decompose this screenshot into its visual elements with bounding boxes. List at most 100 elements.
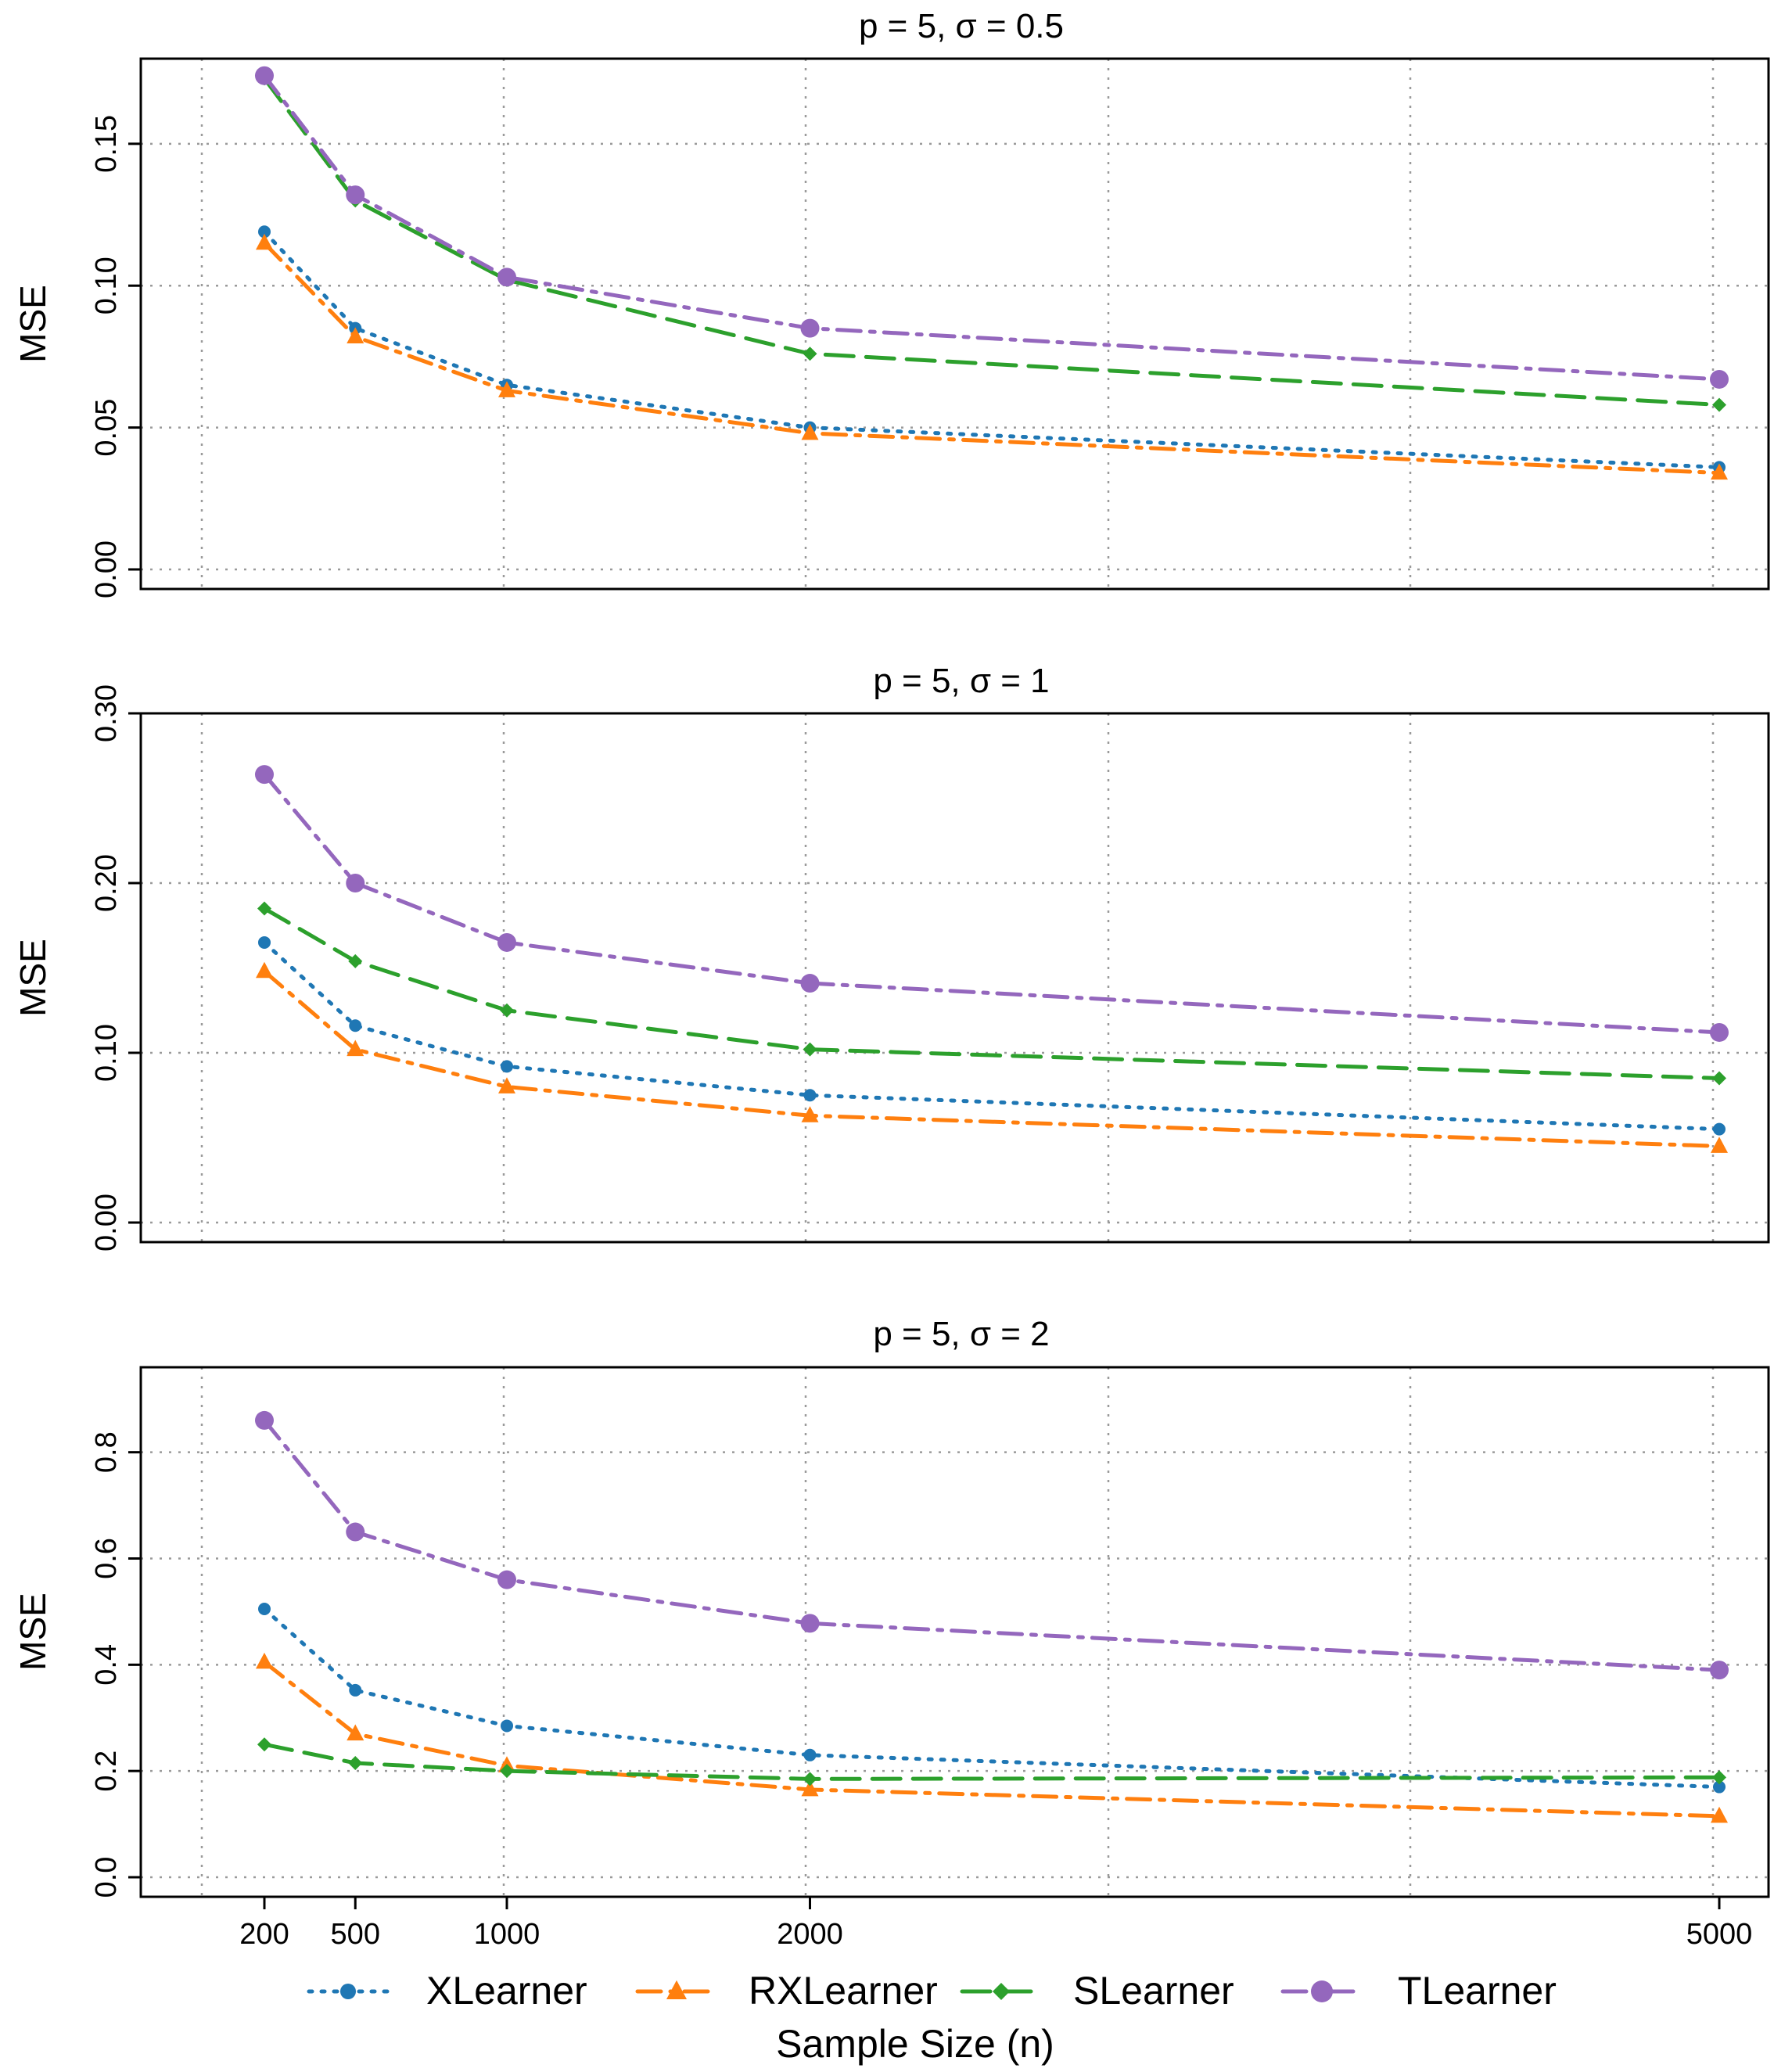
panel-2-tlearner-point [497,932,516,952]
panel-1-xlearner-point [258,225,271,239]
legend-swatch-slearner [960,1983,1043,2000]
panel-1-ytick-label: 0.00 [90,540,123,598]
panel-3-xlearner-point [349,1683,362,1697]
x-tick-label: 500 [331,1918,380,1951]
panel-3-ytick-label: 0.8 [90,1431,123,1473]
panel-1-tlearner-line [262,74,1722,382]
panel-3-xlearner-point [803,1748,817,1761]
panel-2-tlearner-point [255,765,274,785]
legend-marker-rxlearner [666,1980,687,2000]
panel-1-ytick-label: 0.15 [90,115,123,173]
panel-2-rxlearner-point [256,961,273,979]
panel-3-tlearner-point [497,1570,516,1589]
panel-2-rxlearner-point [801,1106,819,1122]
panel-2-xlearner-point [803,1089,817,1102]
legend: XLearner RXLearner SLearner TLearner [307,1969,1557,2013]
panel-1-ytick-label: 0.10 [90,257,123,314]
panel-2-tlearner-line [262,772,1722,1035]
panel-1-tlearner-point [800,318,820,338]
panel-1-slearner-line [262,76,1722,408]
panel-3-rxlearner-point [256,1652,273,1669]
panel-1-slearner-point [1712,397,1726,412]
legend-swatch-tlearner [1280,1980,1363,2002]
panel-3-rxlearner-point [1711,1806,1728,1823]
panel-3-slearner-point [257,1737,271,1752]
legend-label-xlearner: XLearner [426,1969,587,2013]
legend-swatch-rxlearner [635,1980,718,2000]
panel-2-slearner-point [257,901,271,916]
panel-1-rxlearner-point [801,423,819,440]
legend-marker-slearner [993,1983,1010,2000]
panel-3-title: p = 5, σ = 2 [873,1315,1049,1353]
panel-3-rxlearner-point [347,1724,365,1741]
legend-label-slearner: SLearner [1073,1969,1234,2013]
panel-3-tlearner-point [1710,1661,1729,1680]
panel-2-ytick-label: 0.00 [90,1194,123,1251]
panel-2-slearner-point [348,953,363,968]
panel-2-xlearner-point [1713,1122,1726,1136]
panel-3-rxlearner-line [262,1660,1722,1819]
panel-1-xlearner-line [262,229,1722,469]
x-tick-label: 2000 [777,1918,843,1951]
panel-3-xlearner-point [258,1603,271,1616]
panel-2-plot: 0.00 0.10 0.20 0.30 [90,684,1769,1251]
panel-3-tlearner-point [346,1522,365,1542]
legend-marker-tlearner [1311,1980,1333,2002]
panel-3-xlearner-point [501,1719,513,1733]
panel-2-slearner-line [262,907,1722,1081]
panel-3-ylabel: MSE [13,1593,53,1671]
panel-2-tlearner-point [800,974,820,993]
panel-1-title: p = 5, σ = 0.5 [859,7,1064,45]
panel-2-rxlearner-point [1711,1137,1728,1153]
panel-2-frame [139,712,1770,1244]
panel-1-slearner-point [803,347,817,361]
panel-1-frame [139,57,1770,591]
x-tick-label: 200 [239,1918,289,1951]
panel-3-slearner-point [500,1764,514,1779]
panel-3-ytick-label: 0.0 [90,1857,123,1898]
panel-3-xlearner-point [1713,1780,1726,1794]
panel-2-ylabel: MSE [13,939,53,1017]
panel-2-rxlearner-point [498,1077,515,1093]
x-axis: 200 500 1000 2000 5000 [239,1897,1752,1951]
panel-1-tlearner-point [255,66,274,85]
panel-2-xlearner-point [258,935,271,949]
panel-1-ylabel: MSE [13,285,53,363]
panel-3-rxlearner-point [801,1779,819,1797]
panel-3-ytick-label: 0.6 [90,1538,123,1579]
panel-2-rxlearner-point [347,1040,365,1057]
panel-2-xlearner-point [501,1060,513,1073]
panel-3-frame [139,1366,1770,1898]
x-tick-label: 1000 [474,1918,540,1951]
legend-item-xlearner: XLearner [307,1969,587,2013]
panel-3-tlearner-point [255,1410,274,1430]
panel-1-tlearner-point [1710,369,1729,389]
panel-1-tlearner-point [346,185,365,205]
panel-2-xlearner-line [262,940,1722,1132]
panel-2-xlearner-point [349,1019,362,1032]
panel-2-ytick-label: 0.30 [90,684,123,742]
panel-3-ytick-label: 0.4 [90,1644,123,1686]
panel-3-tlearner-line [262,1418,1722,1672]
panel-2-slearner-point [803,1042,817,1057]
panel-2-tlearner-point [346,874,365,892]
legend-label-rxlearner: RXLearner [749,1969,938,2013]
panel-1-rxlearner-point [256,233,273,250]
panel-1-tlearner-point [497,268,516,287]
panel-3-slearner-point [803,1772,817,1787]
panel-3-tlearner-point [800,1614,820,1633]
panel-1: p = 5, σ = 0.5 0.00 0.05 0.10 0.15 MSE [13,7,1770,598]
panel-2: p = 5, σ = 1 0.00 0.10 0.20 0.30 MSE [13,662,1770,1251]
panel-1-ytick-label: 0.05 [90,399,123,457]
panel-1-rxlearner-line [262,241,1722,476]
panel-3: p = 5, σ = 2 0.0 0.2 0.4 0.6 0.8 MSE 200 500 1… [13,1315,1770,1951]
panel-1-rxlearner-point [347,327,365,343]
panel-1-rxlearner-point [498,381,515,397]
panel-1-plot: 0.00 0.05 0.10 0.15 [90,59,1769,598]
panel-2-rxlearner-line [262,969,1722,1148]
panel-2-slearner-point [500,1003,514,1018]
panel-3-ytick-label: 0.2 [90,1751,123,1792]
panel-3-plot: 0.0 0.2 0.4 0.6 0.8 [90,1367,1769,1898]
panel-2-title: p = 5, σ = 1 [873,662,1049,700]
